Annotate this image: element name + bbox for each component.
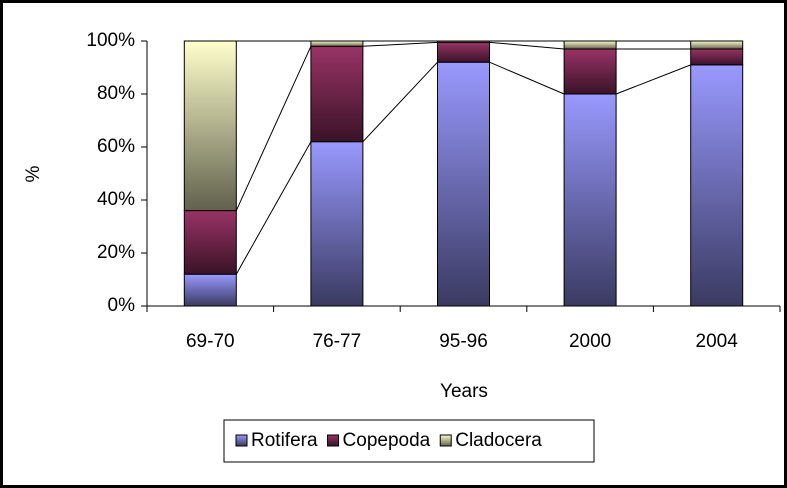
bar-segment bbox=[183, 40, 237, 212]
y-tick-label: 60% bbox=[97, 136, 135, 157]
legend-box bbox=[223, 419, 595, 463]
legend-label: Rotifera bbox=[251, 430, 318, 451]
bar-segment bbox=[310, 45, 364, 143]
bar-segment bbox=[563, 93, 617, 307]
bar-segment bbox=[183, 210, 237, 275]
series-line bbox=[489, 61, 565, 95]
bar-segment bbox=[563, 48, 617, 95]
y-tick-label: 0% bbox=[108, 295, 136, 316]
series-line bbox=[235, 46, 312, 211]
bar-segment bbox=[437, 40, 490, 43]
x-tick-label: 2000 bbox=[569, 331, 611, 352]
bar-segment bbox=[690, 64, 744, 307]
bar-segment bbox=[183, 273, 237, 307]
y-tick-label: 80% bbox=[97, 83, 135, 104]
y-tick-label: 20% bbox=[97, 242, 135, 263]
legend-swatch bbox=[327, 434, 340, 447]
series-line bbox=[235, 141, 312, 275]
series-line bbox=[362, 61, 438, 143]
x-tick-label: 76-77 bbox=[313, 331, 362, 352]
x-tick-label: 95-96 bbox=[439, 331, 488, 352]
x-tick-label: 69-70 bbox=[186, 331, 235, 352]
x-axis-label: Years bbox=[440, 381, 488, 402]
bar-segment bbox=[310, 141, 364, 307]
series-line bbox=[615, 64, 691, 95]
legend-swatch bbox=[235, 434, 248, 447]
bar-segment bbox=[437, 41, 490, 63]
x-tick-label: 2004 bbox=[696, 331, 739, 352]
bar-segment bbox=[437, 61, 490, 307]
legend-label: Copepoda bbox=[343, 430, 431, 451]
series-line bbox=[362, 41, 438, 47]
bar-segment bbox=[690, 48, 744, 66]
series-line bbox=[489, 41, 565, 50]
bar-segment bbox=[563, 40, 617, 50]
bar-segment bbox=[310, 40, 364, 47]
y-axis-label: % bbox=[23, 165, 44, 182]
legend-label: Cladocera bbox=[455, 430, 542, 451]
bar-segment bbox=[690, 40, 744, 50]
y-tick-label: 40% bbox=[97, 189, 135, 210]
legend-swatch bbox=[439, 434, 452, 447]
y-tick-label: 100% bbox=[86, 30, 135, 51]
